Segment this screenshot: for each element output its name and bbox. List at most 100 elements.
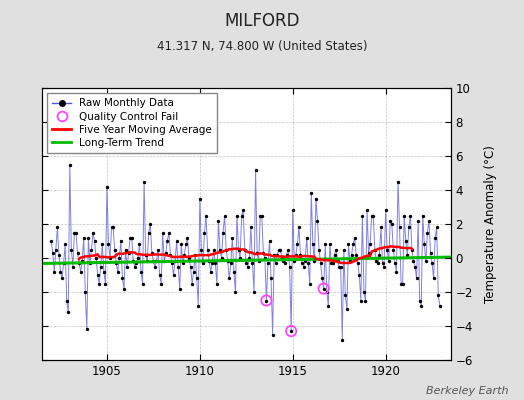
Point	[92, 255, 100, 261]
Point	[200, 229, 209, 236]
Point	[275, 246, 283, 253]
Point	[389, 246, 398, 253]
Point	[252, 166, 260, 173]
Point	[234, 246, 243, 253]
Point	[81, 289, 90, 295]
Point	[262, 297, 270, 304]
Point	[250, 289, 258, 295]
Point	[89, 229, 97, 236]
Point	[401, 238, 410, 244]
Point	[316, 260, 325, 266]
Point	[265, 238, 274, 244]
Point	[69, 263, 77, 270]
Point	[114, 268, 122, 275]
Point	[72, 229, 80, 236]
Point	[242, 260, 250, 266]
Point	[100, 268, 108, 275]
Point	[398, 280, 407, 287]
Point	[296, 251, 304, 258]
Point	[132, 260, 140, 266]
Point	[191, 251, 199, 258]
Point	[264, 260, 272, 266]
Point	[347, 251, 356, 258]
Point	[431, 234, 439, 241]
Point	[287, 328, 296, 334]
Point	[172, 238, 181, 244]
Point	[315, 246, 323, 253]
Point	[130, 263, 139, 270]
Point	[197, 246, 205, 253]
Point	[429, 275, 438, 282]
Point	[83, 326, 91, 333]
Point	[231, 289, 239, 295]
Point	[160, 258, 168, 265]
Point	[237, 212, 246, 219]
Point	[364, 250, 373, 256]
Point	[400, 212, 408, 219]
Point	[388, 221, 396, 227]
Point	[98, 241, 106, 248]
Point	[279, 258, 288, 265]
Point	[380, 263, 388, 270]
Point	[214, 218, 223, 224]
Point	[202, 212, 210, 219]
Point	[208, 260, 216, 266]
Point	[349, 241, 357, 248]
Point	[320, 286, 328, 292]
Point	[289, 207, 297, 214]
Point	[111, 246, 119, 253]
Point	[222, 246, 231, 253]
Point	[324, 302, 333, 309]
Point	[294, 224, 303, 230]
Point	[392, 268, 401, 275]
Point	[151, 263, 159, 270]
Point	[335, 263, 343, 270]
Point	[120, 286, 128, 292]
Point	[95, 280, 103, 287]
Point	[230, 268, 238, 275]
Point	[378, 260, 387, 266]
Point	[50, 268, 59, 275]
Point	[405, 224, 413, 230]
Y-axis label: Temperature Anomaly (°C): Temperature Anomaly (°C)	[484, 145, 497, 303]
Point	[423, 229, 432, 236]
Point	[336, 263, 345, 270]
Point	[224, 258, 232, 265]
Point	[267, 275, 275, 282]
Point	[103, 183, 111, 190]
Point	[259, 250, 268, 256]
Point	[323, 289, 331, 295]
Point	[156, 272, 164, 278]
Point	[276, 246, 285, 253]
Point	[258, 212, 266, 219]
Point	[138, 280, 147, 287]
Point	[157, 280, 166, 287]
Point	[55, 251, 63, 258]
Point	[326, 241, 334, 248]
Point	[241, 246, 249, 253]
Point	[367, 212, 376, 219]
Point	[425, 218, 433, 224]
Point	[67, 246, 75, 253]
Point	[256, 212, 265, 219]
Point	[298, 260, 306, 266]
Legend: Raw Monthly Data, Quality Control Fail, Five Year Moving Average, Long-Term Tren: Raw Monthly Data, Quality Control Fail, …	[47, 93, 217, 153]
Point	[123, 263, 131, 270]
Point	[182, 241, 190, 248]
Point	[213, 280, 221, 287]
Point	[247, 224, 255, 230]
Point	[109, 224, 117, 230]
Point	[370, 246, 379, 253]
Point	[225, 275, 233, 282]
Point	[305, 280, 314, 287]
Point	[329, 260, 337, 266]
Point	[106, 255, 114, 261]
Point	[171, 258, 179, 265]
Point	[210, 246, 218, 253]
Point	[185, 255, 193, 261]
Point	[358, 212, 367, 219]
Point	[239, 207, 247, 214]
Point	[245, 255, 254, 261]
Point	[385, 258, 393, 265]
Point	[299, 263, 308, 270]
